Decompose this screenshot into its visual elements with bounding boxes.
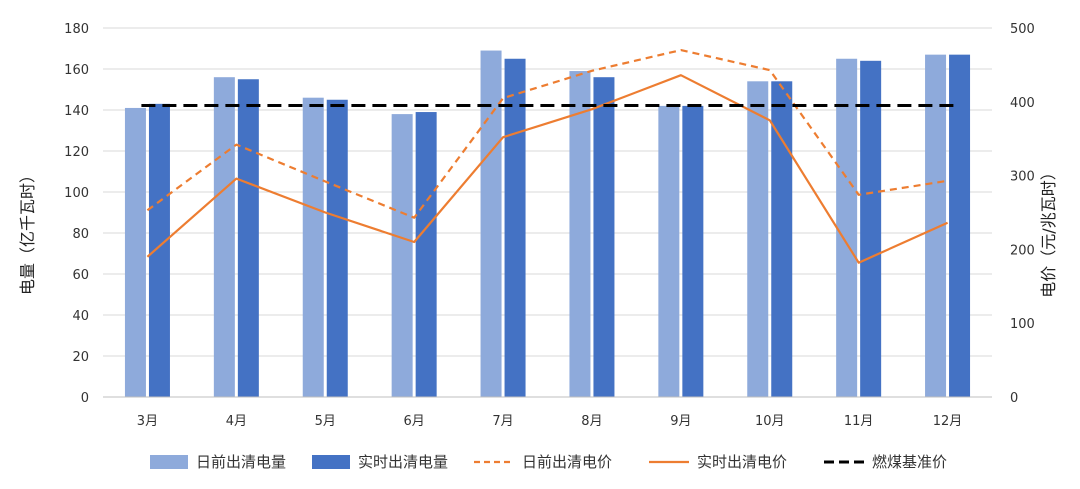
y-left-tick-label: 100	[64, 186, 89, 201]
y-right-tick-label: 500	[1010, 22, 1035, 37]
bar-实时出清电量	[949, 54, 971, 398]
y-right-tick-label: 0	[1010, 391, 1018, 406]
y-left-tick-label: 60	[72, 268, 89, 283]
y-left-tick-label: 20	[72, 350, 89, 365]
legend-label-实时出清电量: 实时出清电量	[358, 453, 448, 471]
x-tick-label: 3月	[137, 414, 158, 429]
bar-日前出清电量	[124, 107, 146, 397]
y-left-tick-label: 180	[64, 22, 89, 37]
bar-日前出清电量	[569, 71, 591, 398]
y-left-tick-label: 140	[64, 104, 89, 119]
legend-label-日前出清电价: 日前出清电价	[522, 453, 612, 471]
y-axis-right-title: 电价（元/兆瓦时）	[1039, 164, 1058, 297]
axes: 0 20 40 60 80 100 120 140 160 180 0 100 200 300 400 500…	[64, 22, 1035, 429]
bar-日前出清电量	[391, 114, 413, 397]
bar-日前出清电量	[658, 105, 680, 398]
gridlines	[103, 27, 992, 357]
legend: 日前出清电量 实时出清电量 日前出清电价 实时出清电价 燃煤基准价	[150, 453, 947, 471]
y-axis-left-title: 电量（亿千瓦时）	[18, 167, 37, 295]
legend-label-实时出清电价: 实时出清电价	[697, 453, 787, 471]
x-tick-label: 5月	[315, 414, 336, 429]
y-left-tick-label: 120	[64, 145, 89, 160]
y-right-tick-label: 400	[1010, 96, 1035, 111]
bar-marks	[124, 50, 971, 398]
bar-实时出清电量	[326, 99, 348, 397]
bar-日前出清电量	[747, 81, 769, 398]
bar-实时出清电量	[860, 60, 882, 398]
line-日前出清电价	[146, 48, 948, 219]
bar-实时出清电量	[771, 81, 793, 398]
legend-label-燃煤基准价: 燃煤基准价	[872, 453, 947, 471]
x-tick-label: 8月	[581, 414, 602, 429]
bar-日前出清电量	[213, 77, 235, 397]
legend-swatch-实时出清电量	[312, 455, 350, 469]
bar-实时出清电量	[148, 103, 170, 397]
x-tick-label: 11月	[844, 414, 874, 429]
y-right-tick-label: 300	[1010, 170, 1035, 185]
bar-实时出清电量	[593, 77, 615, 397]
y-right-tick-label: 100	[1010, 317, 1035, 332]
legend-swatch-日前出清电量	[150, 455, 188, 469]
line-实时出清电价	[146, 74, 949, 264]
x-tick-label: 10月	[755, 414, 785, 429]
line-marks	[141, 48, 954, 264]
y-left-tick-label: 0	[81, 391, 89, 406]
x-tick-label: 6月	[404, 414, 425, 429]
bar-日前出清电量	[480, 50, 502, 398]
bar-实时出清电量	[504, 58, 526, 397]
y-right-tick-label: 200	[1010, 243, 1035, 258]
bar-日前出清电量	[925, 54, 947, 398]
y-left-tick-label: 40	[72, 309, 89, 324]
legend-label-日前出清电量: 日前出清电量	[196, 453, 286, 471]
x-tick-label: 12月	[933, 414, 963, 429]
x-tick-label: 4月	[226, 414, 247, 429]
bar-实时出清电量	[415, 112, 437, 398]
bar-实时出清电量	[237, 79, 259, 397]
bar-日前出清电量	[836, 58, 858, 397]
x-tick-label: 9月	[670, 414, 691, 429]
x-tick-label: 7月	[492, 414, 513, 429]
bar-实时出清电量	[682, 105, 704, 398]
bar-日前出清电量	[302, 97, 324, 397]
y-left-tick-label: 160	[64, 63, 89, 78]
y-left-tick-label: 80	[72, 227, 89, 242]
